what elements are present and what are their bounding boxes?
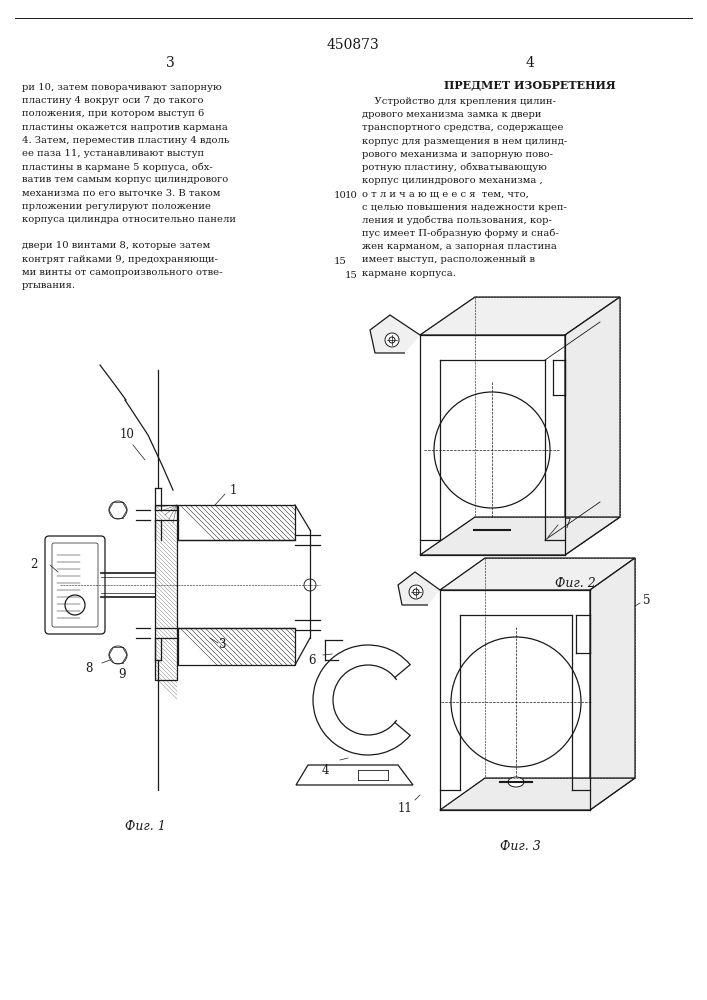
Text: 4: 4 <box>525 56 534 70</box>
Text: Фиг. 3: Фиг. 3 <box>500 840 540 853</box>
Circle shape <box>385 333 399 347</box>
Text: 10: 10 <box>345 191 358 200</box>
Text: положения, при котором выступ 6: положения, при котором выступ 6 <box>22 109 204 118</box>
FancyBboxPatch shape <box>45 536 105 634</box>
Circle shape <box>409 585 423 599</box>
Text: дрового механизма замка к двери: дрового механизма замка к двери <box>362 110 542 119</box>
Text: пластины окажется напротив кармана: пластины окажется напротив кармана <box>22 123 228 132</box>
Polygon shape <box>398 572 440 605</box>
Text: ватив тем самым корпус цилиндрового: ватив тем самым корпус цилиндрового <box>22 175 228 184</box>
Text: пус имеет П-образную форму и снаб-: пус имеет П-образную форму и снаб- <box>362 229 559 238</box>
Text: транспортного средства, содержащее: транспортного средства, содержащее <box>362 123 563 132</box>
Text: корпус цилиндрового механизма ,: корпус цилиндрового механизма , <box>362 176 543 185</box>
Text: ПРЕДМЕТ ИЗОБРЕТЕНИЯ: ПРЕДМЕТ ИЗОБРЕТЕНИЯ <box>444 80 616 91</box>
Text: 3: 3 <box>218 639 226 652</box>
Circle shape <box>304 579 316 591</box>
Text: 11: 11 <box>398 802 413 814</box>
Polygon shape <box>590 558 635 810</box>
Circle shape <box>109 501 127 519</box>
Bar <box>178 628 295 665</box>
Circle shape <box>65 595 85 615</box>
Text: ри 10, затем поворачивают запорную: ри 10, затем поворачивают запорную <box>22 83 222 92</box>
Text: жен карманом, а запорная пластина: жен карманом, а запорная пластина <box>362 242 557 251</box>
Text: 10: 10 <box>334 191 347 200</box>
FancyBboxPatch shape <box>52 543 98 627</box>
Ellipse shape <box>508 777 524 787</box>
Text: 2: 2 <box>30 558 37 572</box>
Text: Устройство для крепления цилин-: Устройство для крепления цилин- <box>362 97 556 106</box>
Text: 5: 5 <box>643 593 650 606</box>
Text: 10: 10 <box>120 428 135 442</box>
Circle shape <box>113 650 123 660</box>
Polygon shape <box>565 297 620 555</box>
Text: имеет выступ, расположенный в: имеет выступ, расположенный в <box>362 255 535 264</box>
Text: корпус для размещения в нем цилинд-: корпус для размещения в нем цилинд- <box>362 137 567 146</box>
Polygon shape <box>440 558 635 590</box>
Circle shape <box>413 589 419 595</box>
Circle shape <box>451 637 581 767</box>
Text: 3: 3 <box>165 56 175 70</box>
Text: с целью повышения надежности креп-: с целью повышения надежности креп- <box>362 203 567 212</box>
Text: рового механизма и запорную пово-: рового механизма и запорную пово- <box>362 150 553 159</box>
Text: 6: 6 <box>308 654 315 666</box>
Polygon shape <box>370 315 420 353</box>
Circle shape <box>434 392 550 508</box>
Text: ротную пластину, обхватывающую: ротную пластину, обхватывающую <box>362 163 547 172</box>
Text: пластину 4 вокруг оси 7 до такого: пластину 4 вокруг оси 7 до такого <box>22 96 204 105</box>
Text: Фиг. 2: Фиг. 2 <box>554 577 595 590</box>
Bar <box>178 505 295 540</box>
Bar <box>155 505 177 680</box>
Text: пластины в кармане 5 корпуса, обх-: пластины в кармане 5 корпуса, обх- <box>22 162 213 172</box>
Text: 4. Затем, переместив пластину 4 вдоль: 4. Затем, переместив пластину 4 вдоль <box>22 136 229 145</box>
Text: 450873: 450873 <box>327 38 380 52</box>
Polygon shape <box>296 765 413 785</box>
Text: ления и удобства пользования, кор-: ления и удобства пользования, кор- <box>362 216 552 225</box>
Text: ее паза 11, устанавливают выступ: ее паза 11, устанавливают выступ <box>22 149 204 158</box>
Text: 7: 7 <box>564 518 571 532</box>
Polygon shape <box>440 778 635 810</box>
Text: ртывания.: ртывания. <box>22 281 76 290</box>
Text: 15: 15 <box>345 271 358 280</box>
Text: механизма по его выточке 3. В таком: механизма по его выточке 3. В таком <box>22 189 221 198</box>
Circle shape <box>389 337 395 343</box>
Polygon shape <box>420 297 620 335</box>
Text: корпуса цилиндра относительно панели: корпуса цилиндра относительно панели <box>22 215 236 224</box>
Text: двери 10 винтами 8, которые затем: двери 10 винтами 8, которые затем <box>22 241 210 250</box>
Text: 1: 1 <box>230 484 238 496</box>
Text: о т л и ч а ю щ е е с я  тем, что,: о т л и ч а ю щ е е с я тем, что, <box>362 189 529 198</box>
Ellipse shape <box>483 525 501 535</box>
Polygon shape <box>420 517 620 555</box>
Circle shape <box>113 505 123 515</box>
Text: ми винты от самопроизвольного отве-: ми винты от самопроизвольного отве- <box>22 268 223 277</box>
Text: контрят гайками 9, предохраняющи-: контрят гайками 9, предохраняющи- <box>22 255 218 264</box>
Text: 8: 8 <box>85 662 93 674</box>
Text: кармане корпуса.: кармане корпуса. <box>362 269 456 278</box>
Text: Фиг. 1: Фиг. 1 <box>124 820 165 833</box>
Circle shape <box>109 646 127 664</box>
Text: 4: 4 <box>322 764 329 776</box>
Text: прложении регулируют положение: прложении регулируют положение <box>22 202 211 211</box>
Text: 15: 15 <box>334 257 347 266</box>
Text: 9: 9 <box>118 668 126 682</box>
